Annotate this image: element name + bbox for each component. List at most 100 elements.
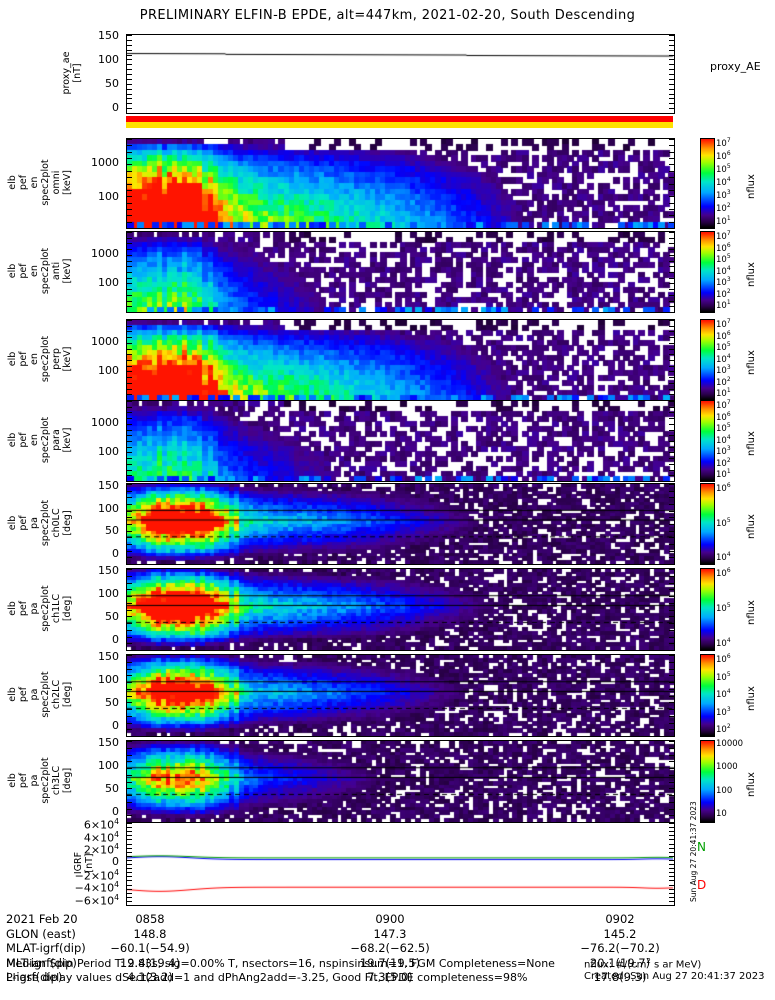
axis-tick xyxy=(669,343,674,344)
axis-tick xyxy=(669,103,674,104)
axis-tick xyxy=(127,716,132,717)
colorbar-tick-label: 106 xyxy=(716,410,731,423)
axis-tick xyxy=(669,475,674,476)
axis-tick xyxy=(669,880,674,881)
colorbar-title: nflux xyxy=(746,262,757,287)
y-axis-tick-label: 100 xyxy=(98,276,119,290)
footer-right-line2: Created: Sun Aug 27 20:41:37 2023 xyxy=(584,971,765,982)
y-axis-tick-label: 0 xyxy=(112,855,119,868)
axis-tick xyxy=(669,610,674,611)
axis-tick xyxy=(127,889,132,890)
axis-tick xyxy=(127,844,132,845)
axis-tick xyxy=(127,74,132,75)
xaxis-row-label: GLON (east) xyxy=(6,926,76,941)
colorbar xyxy=(700,483,715,565)
panel-energy-perp[interactable] xyxy=(126,319,675,401)
panel-energy-anti[interactable] xyxy=(126,231,675,313)
axis-tick xyxy=(669,360,674,361)
colorbar-tick-label: 105 xyxy=(716,253,731,265)
axis-tick xyxy=(669,441,674,442)
axis-tick xyxy=(127,815,132,816)
panel-pitchangle-ch0LC[interactable] xyxy=(126,483,675,565)
axis-tick xyxy=(669,389,674,390)
axis-tick xyxy=(669,696,674,697)
axis-tick xyxy=(127,337,132,338)
axis-tick xyxy=(669,637,674,638)
y-axis-tick-label: 0 xyxy=(112,547,119,560)
y-axis-tick-label: 100 xyxy=(98,673,119,686)
colorbar-title: nflux xyxy=(746,599,757,625)
axis-tick xyxy=(127,35,132,36)
axis-tick xyxy=(669,349,674,350)
colorbar-tick-label: 105 xyxy=(716,163,731,175)
footer-left-line2: Phase delay values dSect2add=1 and dPhAn… xyxy=(6,971,528,984)
y-axis-tick-label: 0 xyxy=(112,719,119,732)
axis-tick xyxy=(669,255,674,256)
panel-igrf[interactable] xyxy=(126,822,675,906)
axis-tick xyxy=(669,511,674,512)
y-axis-tick-label: 50 xyxy=(105,610,119,623)
axis-tick xyxy=(127,145,132,146)
colorbar-tick-label: 102 xyxy=(716,287,731,300)
axis-tick xyxy=(669,827,674,828)
axis-tick xyxy=(669,864,674,865)
axis-tick xyxy=(669,447,674,448)
igrf-legend-D: D xyxy=(697,878,707,892)
axis-tick xyxy=(669,860,674,861)
axis-tick xyxy=(669,748,674,749)
axis-tick xyxy=(127,868,132,869)
y-axis-label-line: [keV] xyxy=(62,346,73,372)
panel-pitchangle-ch1LC[interactable] xyxy=(126,568,675,651)
axis-tick xyxy=(127,261,132,262)
axis-tick xyxy=(127,630,132,631)
y-axis-tick-label: 150 xyxy=(98,479,119,492)
colorbar xyxy=(700,231,715,313)
y-axis-label-line: pa xyxy=(29,602,40,615)
panel-proxy-ae[interactable] xyxy=(126,34,675,114)
axis-tick xyxy=(669,702,674,703)
axis-tick xyxy=(127,407,132,408)
y-axis-tick-label: −4×104 xyxy=(74,880,119,895)
axis-tick xyxy=(127,901,132,902)
axis-tick xyxy=(669,222,674,223)
axis-tick xyxy=(127,278,132,279)
axis-tick xyxy=(669,301,674,302)
axis-tick xyxy=(669,741,674,742)
axis-tick xyxy=(669,650,674,651)
axis-tick xyxy=(669,55,674,56)
panel-energy-para[interactable] xyxy=(126,400,675,482)
axis-tick xyxy=(669,755,674,756)
y-axis-tick-label: 100 xyxy=(98,53,119,66)
colorbar-tick-label: 106 xyxy=(716,653,731,665)
axis-tick xyxy=(127,69,132,70)
panel-pitchangle-ch3LC[interactable] xyxy=(126,740,675,823)
colorbar xyxy=(700,400,715,482)
axis-tick xyxy=(127,196,132,197)
axis-tick xyxy=(669,407,674,408)
axis-tick xyxy=(127,139,132,140)
axis-tick xyxy=(669,630,674,631)
y-axis-label-line: [keV] xyxy=(62,427,73,453)
spectrogram-ch0LC xyxy=(127,484,674,564)
colorbar-title: nflux xyxy=(746,431,757,456)
proxy-ae-trace xyxy=(127,35,674,113)
axis-tick xyxy=(669,603,674,604)
y-axis-label-line: perp xyxy=(51,348,62,370)
panel-energy-omni[interactable] xyxy=(126,138,675,229)
colorbar-title: nflux xyxy=(746,514,757,539)
panel-pitchangle-ch2LC[interactable] xyxy=(126,654,675,737)
axis-tick xyxy=(669,557,674,558)
axis-tick xyxy=(669,761,674,762)
axis-tick xyxy=(669,394,674,395)
axis-tick xyxy=(127,576,132,577)
y-axis-tick-label: 100 xyxy=(98,759,119,772)
axis-tick xyxy=(669,464,674,465)
y-axis-tick-label: 0 xyxy=(112,805,119,818)
y-axis-label-line: spec2plot xyxy=(40,757,51,804)
y-axis-tick-label: 150 xyxy=(98,564,119,577)
axis-tick xyxy=(127,524,132,525)
axis-tick xyxy=(127,723,132,724)
axis-tick xyxy=(127,184,132,185)
axis-tick xyxy=(127,689,132,690)
colorbar-tick-label: 103 xyxy=(716,189,731,201)
